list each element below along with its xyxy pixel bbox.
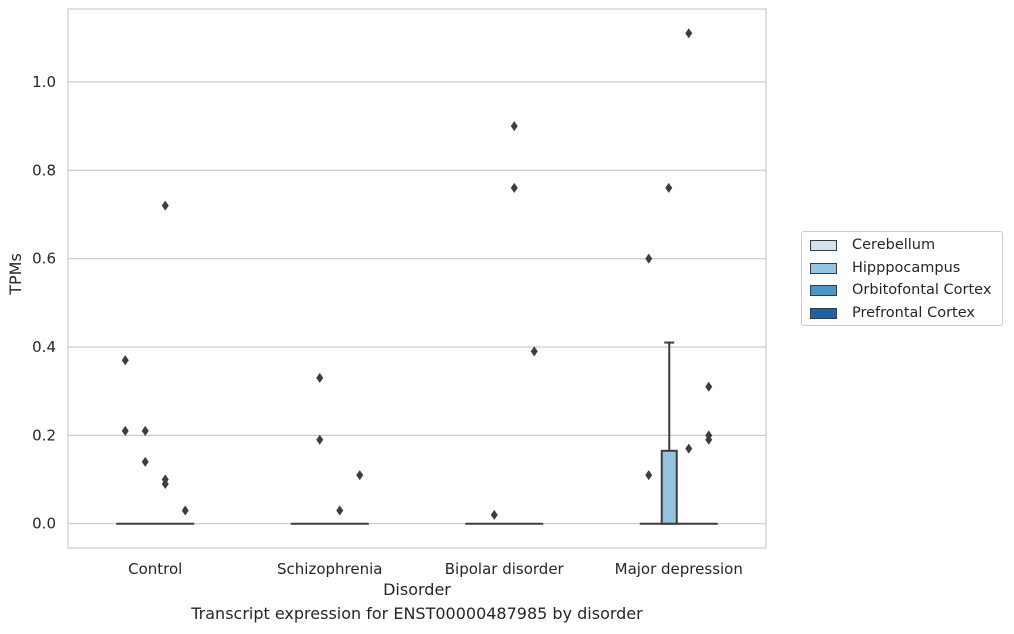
outlier-point — [121, 355, 129, 366]
boxes — [116, 341, 718, 525]
outlier-point — [530, 346, 538, 357]
outlier-point — [336, 505, 344, 516]
outlier-point — [510, 121, 518, 132]
outlier-point — [181, 505, 189, 516]
legend-item-hippocampus: Hipppocampus — [810, 258, 960, 278]
y-tick-label: 0.6 — [32, 250, 56, 268]
outlier-point — [685, 28, 693, 39]
chart-caption: Transcript expression for ENST0000048798… — [191, 604, 643, 623]
legend-label-prefrontal: Prefrontal Cortex — [852, 305, 975, 321]
legend-swatch-cerebellum — [810, 239, 837, 251]
outlier-point — [141, 425, 149, 436]
outlier-point — [685, 443, 693, 454]
outlier-point — [141, 456, 149, 467]
x-tick-label: Schizophrenia — [277, 560, 382, 578]
outliers — [121, 28, 713, 520]
box — [660, 449, 678, 525]
outlier-point — [161, 478, 169, 489]
plot-area-frame — [67, 8, 767, 549]
legend-swatch-orbitofrontal — [810, 284, 837, 296]
y-tick-label: 0.4 — [32, 338, 56, 356]
outlier-point — [510, 182, 518, 193]
y-tick-label: 0.2 — [32, 426, 56, 444]
outlier-point — [705, 381, 713, 392]
outlier-point — [356, 470, 364, 481]
outlier-point — [121, 425, 129, 436]
outlier-point — [645, 470, 653, 481]
outlier-point — [645, 253, 653, 264]
legend-swatch-prefrontal — [810, 307, 837, 319]
x-tick-label: Bipolar disorder — [445, 560, 565, 578]
legend-item-prefrontal: Prefrontal Cortex — [810, 303, 975, 323]
x-tick-label: Major depression — [615, 560, 743, 578]
y-tick-label: 0.8 — [32, 161, 56, 179]
outlier-point — [490, 509, 498, 520]
outlier-point — [665, 182, 673, 193]
y-tick-labels: 0.0 0.2 0.4 0.6 0.8 1.0 — [32, 73, 56, 533]
legend-swatch-hippocampus — [810, 262, 837, 274]
outlier-point — [161, 200, 169, 211]
x-tick-label: Control — [128, 560, 182, 578]
y-tick-label: 0.0 — [32, 515, 56, 533]
legend-label-cerebellum: Cerebellum — [852, 237, 936, 253]
x-tick-labels: Control Schizophrenia Bipolar disorder Majo… — [128, 560, 743, 578]
legend-label-orbitofrontal: Orbitofontal Cortex — [852, 282, 992, 298]
outlier-point — [705, 434, 713, 445]
outlier-point — [316, 372, 324, 383]
legend: Cerebellum Hipppocampus Orbitofontal Cor… — [801, 231, 1003, 326]
y-tick-label: 1.0 — [32, 73, 56, 91]
x-axis-label: Disorder — [383, 580, 451, 599]
legend-label-hippocampus: Hipppocampus — [852, 260, 961, 276]
legend-item-cerebellum: Cerebellum — [810, 235, 935, 255]
y-axis-label: TPMs — [6, 253, 25, 296]
outlier-point — [316, 434, 324, 445]
legend-item-orbitofrontal: Orbitofontal Cortex — [810, 280, 991, 300]
